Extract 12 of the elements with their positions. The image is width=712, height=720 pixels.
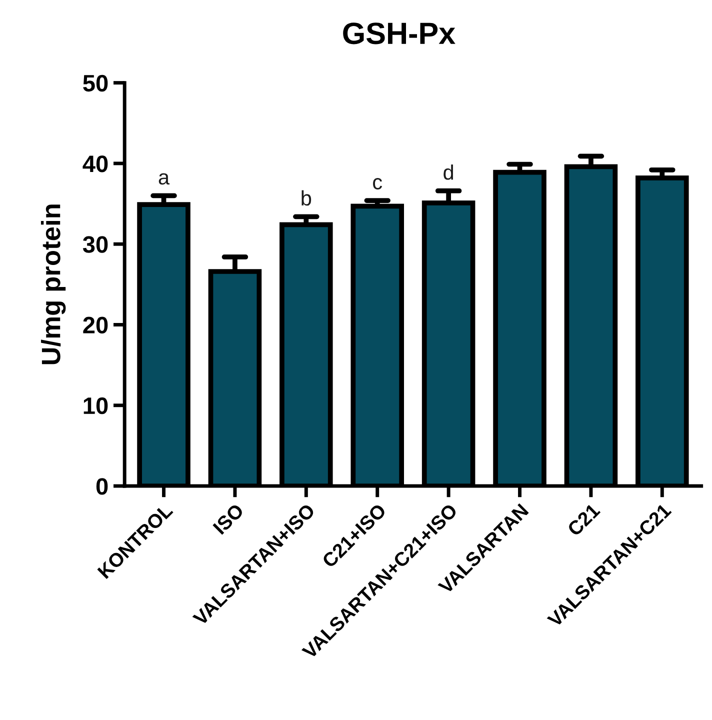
annotation: b xyxy=(302,190,312,206)
y-tick-label: 40 xyxy=(82,156,108,172)
y-tick-label: 20 xyxy=(83,316,108,334)
y-tick-label: 30 xyxy=(82,236,108,253)
y-tick-label: 0 xyxy=(96,478,108,495)
y-axis-title: U/mg protein xyxy=(40,204,66,364)
y-tick-label: 10 xyxy=(84,397,108,414)
y-tick-label: 50 xyxy=(83,74,108,92)
chart-title: GSH-Px xyxy=(343,22,456,44)
annotation: d xyxy=(444,164,454,180)
annotation: c xyxy=(373,178,382,190)
annotation: a xyxy=(158,173,170,185)
